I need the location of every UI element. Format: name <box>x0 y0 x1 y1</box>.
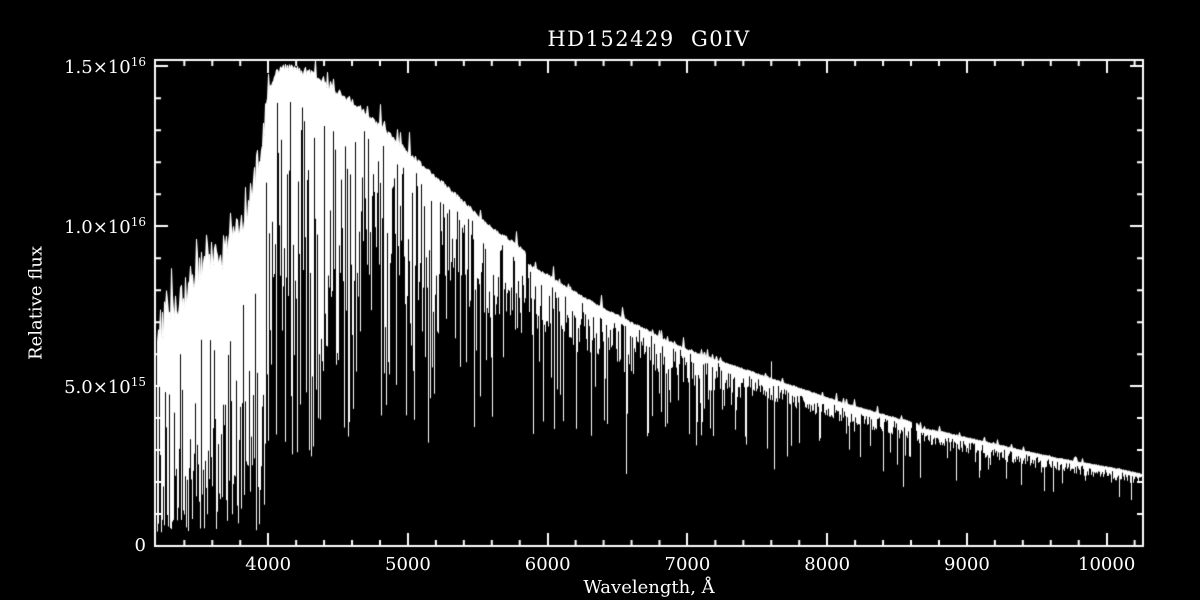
y-tick-label: 0 <box>134 535 146 556</box>
x-tick-label: 7000 <box>664 554 711 575</box>
y-axis-label: Relative flux <box>25 246 47 360</box>
y-tick-label: 1.5×1016 <box>64 55 146 79</box>
x-tick-label: 10000 <box>1078 554 1136 575</box>
y-tick-label: 1.0×1016 <box>64 215 146 239</box>
chart-title: HD152429 G0IV <box>547 27 751 51</box>
x-tick-label: 4000 <box>245 554 292 575</box>
x-axis-label: Wavelength, Å <box>583 577 715 598</box>
x-tick-label: 6000 <box>524 554 571 575</box>
x-tick-label: 9000 <box>944 554 990 575</box>
x-tick-label: 8000 <box>804 554 851 575</box>
y-tick-label: 5.0×1015 <box>64 375 146 399</box>
x-tick-label: 5000 <box>385 554 431 575</box>
